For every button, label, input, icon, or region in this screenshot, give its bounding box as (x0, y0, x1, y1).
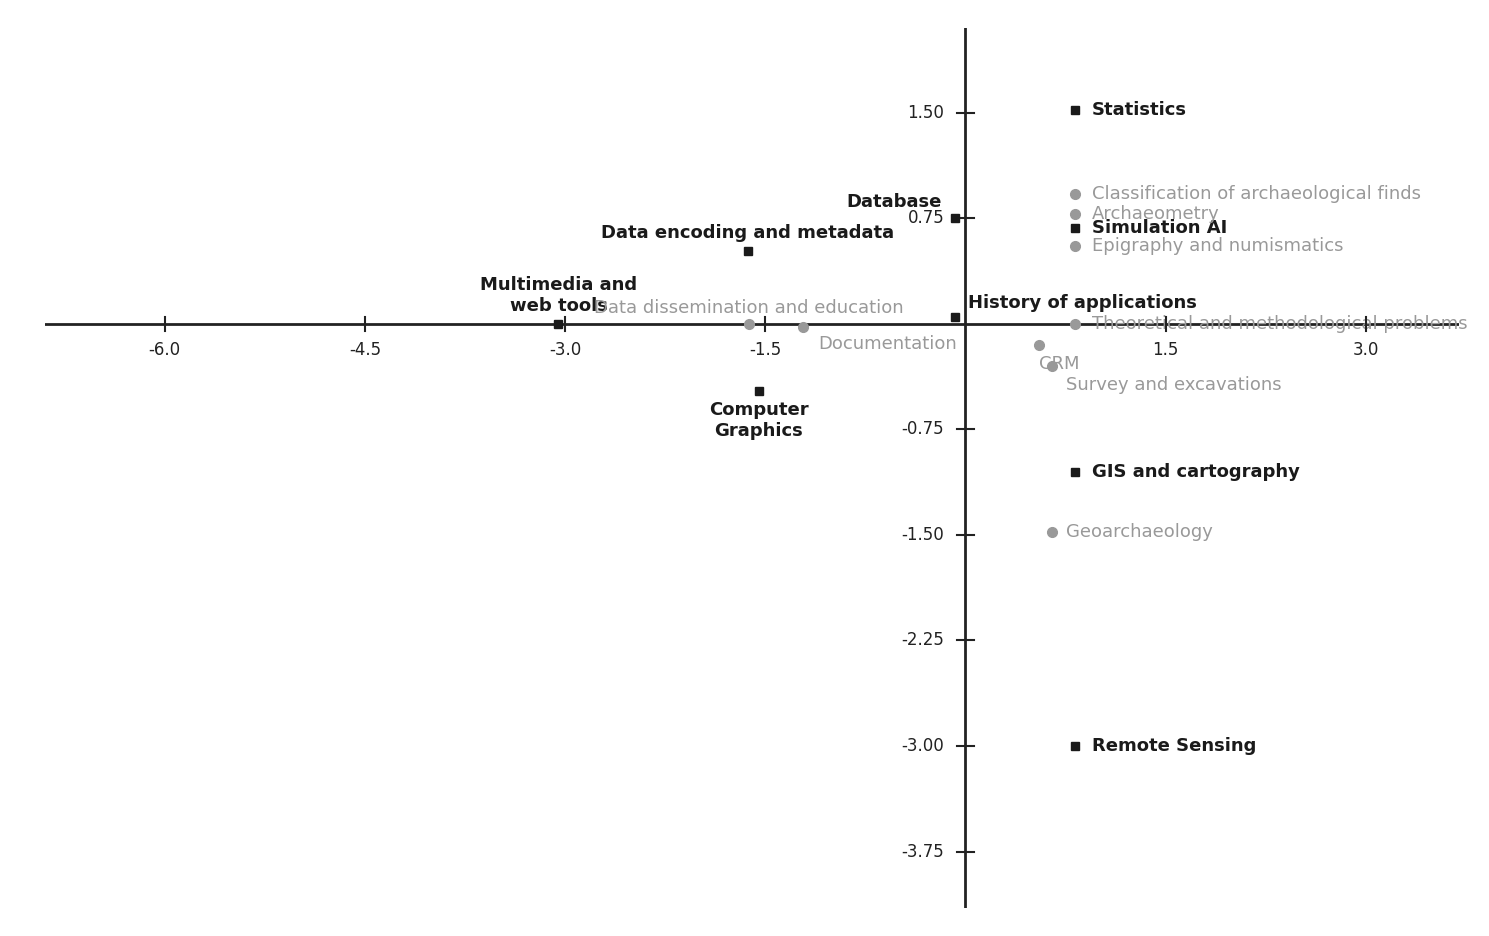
Text: CRM: CRM (1039, 355, 1080, 373)
Text: History of applications: History of applications (968, 295, 1197, 313)
Text: Theoretical and methodological problems: Theoretical and methodological problems (1093, 314, 1468, 332)
Text: 3.0: 3.0 (1352, 342, 1379, 359)
Text: Archaeometry: Archaeometry (1093, 205, 1219, 223)
Text: Computer
Graphics: Computer Graphics (709, 402, 809, 440)
Text: Geoarchaeology: Geoarchaeology (1066, 523, 1212, 541)
Text: Documentation: Documentation (819, 335, 957, 353)
Text: Database: Database (846, 193, 941, 212)
Text: Epigraphy and numismatics: Epigraphy and numismatics (1093, 238, 1343, 256)
Text: 1.5: 1.5 (1152, 342, 1179, 359)
Text: -1.50: -1.50 (901, 526, 944, 544)
Text: Survey and excavations: Survey and excavations (1066, 375, 1281, 394)
Text: -0.75: -0.75 (902, 420, 944, 438)
Text: Data encoding and metadata: Data encoding and metadata (602, 224, 895, 242)
Text: Statistics: Statistics (1093, 101, 1187, 119)
Text: Data dissemination and education: Data dissemination and education (594, 299, 904, 316)
Text: -3.00: -3.00 (901, 737, 944, 755)
Text: Multimedia and
web tools: Multimedia and web tools (479, 276, 637, 315)
Text: 1.50: 1.50 (907, 104, 944, 122)
Text: GIS and cartography: GIS and cartography (1093, 462, 1300, 480)
Text: -4.5: -4.5 (348, 342, 381, 359)
Text: -2.25: -2.25 (901, 632, 944, 650)
Text: -6.0: -6.0 (149, 342, 180, 359)
Text: Classification of archaeological finds: Classification of archaeological finds (1093, 185, 1421, 203)
Text: 0.75: 0.75 (907, 209, 944, 227)
Text: Simulation AI: Simulation AI (1093, 219, 1227, 237)
Text: Remote Sensing: Remote Sensing (1093, 737, 1257, 755)
Text: -3.0: -3.0 (549, 342, 581, 359)
Text: -1.5: -1.5 (749, 342, 782, 359)
Text: -3.75: -3.75 (901, 842, 944, 860)
